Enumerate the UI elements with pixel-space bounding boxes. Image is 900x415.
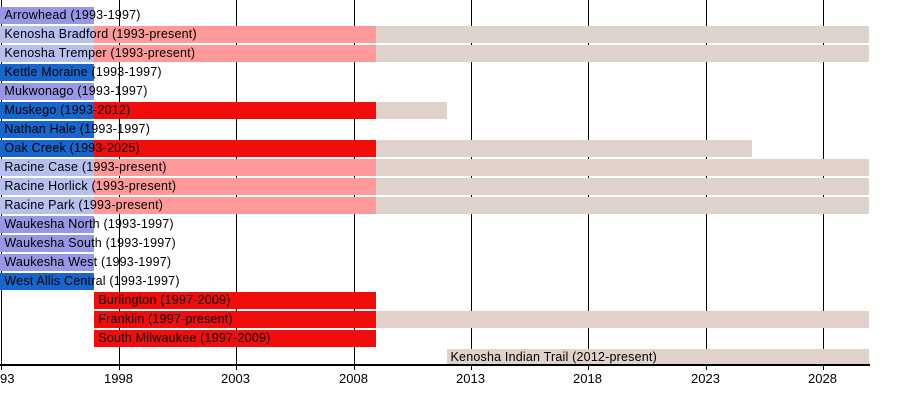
timeline-row-label: Kenosha Indian Trail (2012-present) xyxy=(450,350,657,365)
timeline-row-label: Racine Horlick (1993-present) xyxy=(4,179,177,194)
timeline-bar-segment xyxy=(0,159,95,176)
timeline-row-label: Kettle Moraine (1993-1997) xyxy=(4,65,162,80)
axis-tick-label: 1998 xyxy=(104,371,133,386)
timeline-bar-segment xyxy=(376,311,870,328)
axis-tick-mark xyxy=(822,365,824,370)
timeline-bar-segment xyxy=(94,45,377,62)
timeline-bar-segment xyxy=(0,7,95,24)
timeline-row-label: Oak Creek (1993-2025) xyxy=(4,141,140,156)
timeline-bar-segment xyxy=(94,330,377,347)
axis-tick-label: 2013 xyxy=(456,371,485,386)
timeline-bar-segment xyxy=(446,349,870,366)
axis-tick-label: 2028 xyxy=(808,371,837,386)
timeline-bar-segment xyxy=(376,197,870,214)
timeline-row-label: South Milwaukee (1997-2009) xyxy=(98,331,271,346)
timeline-bar-segment xyxy=(94,311,377,328)
timeline-row-label: West Allis Central (1993-1997) xyxy=(4,274,180,289)
timeline-row-label: Kenosha Bradford (1993-present) xyxy=(4,27,197,42)
timeline-bar-segment xyxy=(0,45,95,62)
timeline-row-label: Racine Case (1993-present) xyxy=(4,160,167,175)
timeline-bar-segment xyxy=(94,292,377,309)
x-axis-line xyxy=(0,364,871,366)
timeline-bar-segment xyxy=(376,45,870,62)
axis-tick-label: 2008 xyxy=(339,371,368,386)
timeline-bar-segment xyxy=(0,140,95,157)
timeline-bar-segment xyxy=(376,102,447,119)
timeline-bar-segment xyxy=(0,83,95,100)
axis-tick-label: 93 xyxy=(0,371,15,386)
axis-tick-mark xyxy=(353,365,355,370)
timeline-bar-segment xyxy=(94,178,377,195)
axis-tick-label: 2018 xyxy=(573,371,602,386)
timeline-bar-segment xyxy=(376,140,752,157)
timeline-bar-segment xyxy=(0,26,95,43)
timeline-row-label: Kenosha Tremper (1993-present) xyxy=(4,46,196,61)
timeline-bar-segment xyxy=(376,178,870,195)
timeline-bar-segment xyxy=(376,26,870,43)
timeline-row-label: Nathan Hale (1993-1997) xyxy=(4,122,151,137)
timeline-row-label: Arrowhead (1993-1997) xyxy=(4,8,141,23)
timeline-bar-segment xyxy=(0,254,95,271)
timeline-bar-segment xyxy=(0,178,95,195)
timeline-bar-segment xyxy=(0,216,95,233)
axis-tick-mark xyxy=(705,365,707,370)
timeline-row-label: Franklin (1997-present) xyxy=(98,312,233,327)
axis-tick-mark xyxy=(118,365,120,370)
timeline-row-label: Waukesha West (1993-1997) xyxy=(4,255,172,270)
timeline-row-label: Burlington (1997-2009) xyxy=(98,293,231,308)
timeline-row-label: Mukwonago (1993-1997) xyxy=(4,84,148,99)
timeline-bar-segment xyxy=(376,159,870,176)
axis-tick-mark xyxy=(587,365,589,370)
timeline-bar-segment xyxy=(94,197,377,214)
timeline-bar-segment xyxy=(0,273,95,290)
timeline-row-label: Muskego (1993-2012) xyxy=(4,103,131,118)
timeline-bar-segment xyxy=(0,64,95,81)
timeline-bar-segment xyxy=(94,140,377,157)
timeline-bar-segment xyxy=(0,121,95,138)
timeline-bar-segment xyxy=(94,26,377,43)
axis-tick-mark xyxy=(470,365,472,370)
timeline-bar-segment xyxy=(94,159,377,176)
timeline-row-label: Racine Park (1993-present) xyxy=(4,198,164,213)
axis-tick-label: 2003 xyxy=(221,371,250,386)
timeline-bar-segment xyxy=(0,197,95,214)
timeline-bar-segment xyxy=(94,102,377,119)
timeline-bar-segment xyxy=(0,102,95,119)
axis-tick-mark xyxy=(0,365,2,370)
timeline-row-label: Waukesha South (1993-1997) xyxy=(4,236,176,251)
timeline-bar-segment xyxy=(0,235,95,252)
timeline-row-label: Waukesha North (1993-1997) xyxy=(4,217,174,232)
axis-tick-mark xyxy=(235,365,237,370)
axis-tick-label: 2023 xyxy=(691,371,720,386)
